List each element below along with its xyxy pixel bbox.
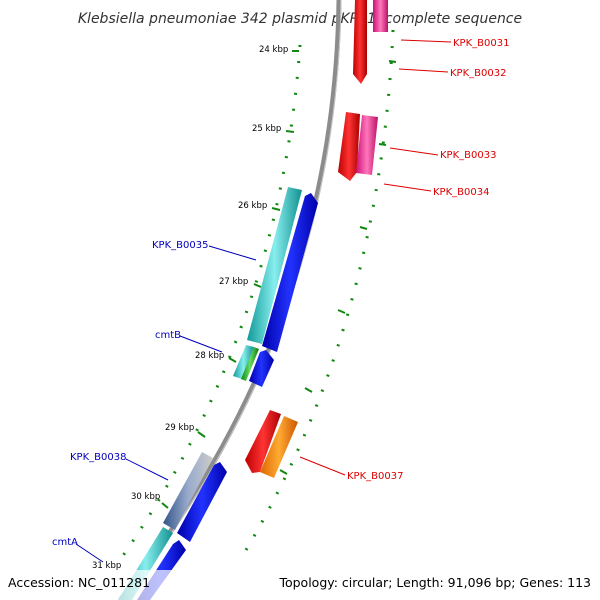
kbp-tick-label: 30 kbp [131,492,160,502]
gene-label-kpk-b0037[interactable]: KPK_B0037 [347,471,403,482]
gene-kpk-b0037-orange[interactable] [260,416,298,478]
gene-kpk-b0031-pink[interactable] [373,0,388,32]
plasmid-backbone [118,0,342,600]
gene-kpk-b0033[interactable] [338,112,360,181]
kbp-tick-label: 24 kbp [259,45,288,55]
kbp-tick-label: 31 kbp [92,561,121,571]
kbp-tick-mark [228,357,237,363]
gene-label-kpk-b0033[interactable]: KPK_B0033 [440,150,496,161]
kbp-tick-label: 25 kbp [252,124,281,134]
kbp-ruler: 24 kbp 25 kbp 26 kbp 27 kbp 28 kbp 29 kb… [92,45,299,571]
accession-text: Accession: NC_011281 [8,575,150,590]
gene-kpk-b0035-cyan[interactable] [247,187,302,344]
topology-summary: Topology: circular; Length: 91,096 bp; G… [278,575,591,590]
gene-kpk-b0034[interactable] [356,115,378,175]
gene-kpk-b0031[interactable] [353,0,367,84]
gene-cmtb-green[interactable] [241,347,259,381]
gene-label-kpk-b0032[interactable]: KPK_B0032 [450,68,506,79]
plasmid-backbone-highlight [121,0,342,600]
outer-strand-genes [245,0,388,478]
gene-kpk-b0038-steel[interactable] [163,452,213,530]
gene-kpk-b0037-red[interactable] [245,410,281,473]
outer-ring-ticks [279,60,397,475]
gene-label-kpk-b0031[interactable]: KPK_B0031 [453,38,509,49]
kbp-tick-mark [271,207,281,211]
gene-cmtb-cyan[interactable] [233,345,254,379]
kbp-tick-mark [285,130,295,133]
gene-kpk-b0038-blue[interactable] [177,462,227,542]
kbp-tick-mark [161,502,169,509]
gene-label-cmta[interactable]: cmtA [52,537,78,548]
inner-strand-genes [118,187,318,600]
footer-backdrop [0,570,600,600]
gene-label-kpk-b0035[interactable]: KPK_B0035 [152,240,208,251]
kbp-tick-mark [253,283,262,288]
gene-label-kpk-b0038[interactable]: KPK_B0038 [70,452,126,463]
gene-label-kpk-b0034[interactable]: KPK_B0034 [433,187,489,198]
gene-kpk-b0035-blue[interactable] [262,193,318,352]
kbp-tick-label: 27 kbp [219,277,248,287]
kbp-tick-mark [197,431,206,438]
kbp-tick-label: 28 kbp [195,351,224,361]
gene-cmtb-blue[interactable] [249,350,274,387]
inner-gene-labels: KPK_B0035 cmtB KPK_B0038 cmtA [52,240,257,563]
kbp-tick-label: 29 kbp [165,423,194,433]
gene-label-cmtb[interactable]: cmtB [155,330,181,341]
kbp-tick-label: 26 kbp [238,201,267,211]
outer-gene-labels: KPK_B0031 KPK_B0032 KPK_B0033 KPK_B0034 … [299,38,509,482]
map-title: Klebsiella pneumoniae 342 plasmid pKP91,… [78,11,522,27]
